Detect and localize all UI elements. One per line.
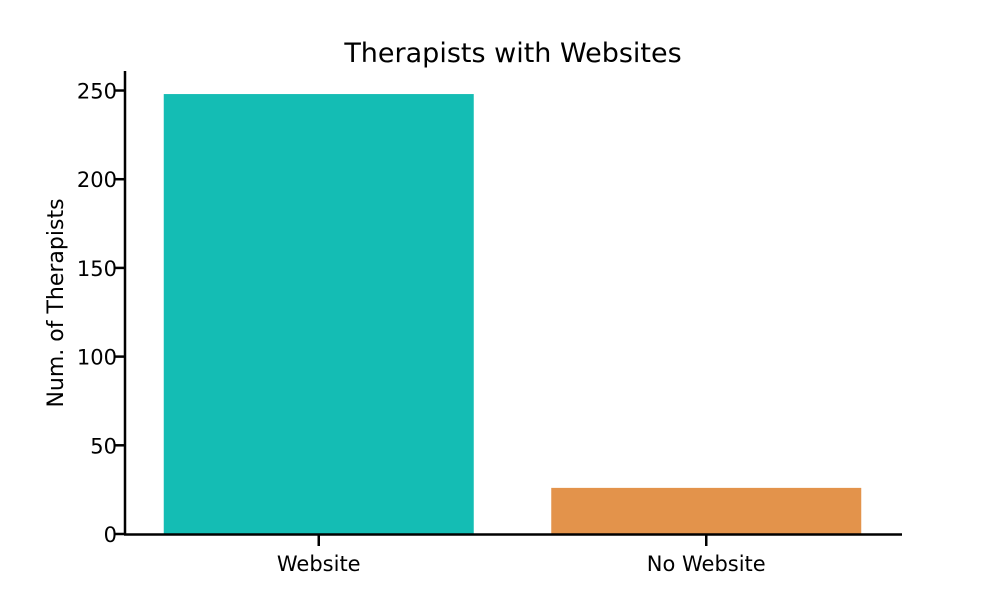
y-tick-label: 250 — [77, 80, 117, 104]
x-tick-label: Website — [277, 552, 361, 576]
y-ticks-group: 0 50 100 150 200 250 — [77, 80, 125, 547]
bar-no-website — [551, 487, 862, 534]
x-tick-label: No Website — [647, 552, 766, 576]
bar-website — [163, 94, 474, 534]
y-tick-label: 100 — [77, 346, 117, 370]
y-axis-label: Num. of Therapists — [44, 198, 69, 407]
y-tick-label: 50 — [90, 434, 117, 458]
chart-title: Therapists with Websites — [343, 38, 681, 69]
bars-group — [163, 94, 862, 534]
y-tick-label: 150 — [77, 257, 117, 281]
y-tick-label: 200 — [77, 168, 117, 192]
y-tick-label: 0 — [104, 523, 117, 547]
x-ticks-group: Website No Website — [277, 534, 766, 576]
